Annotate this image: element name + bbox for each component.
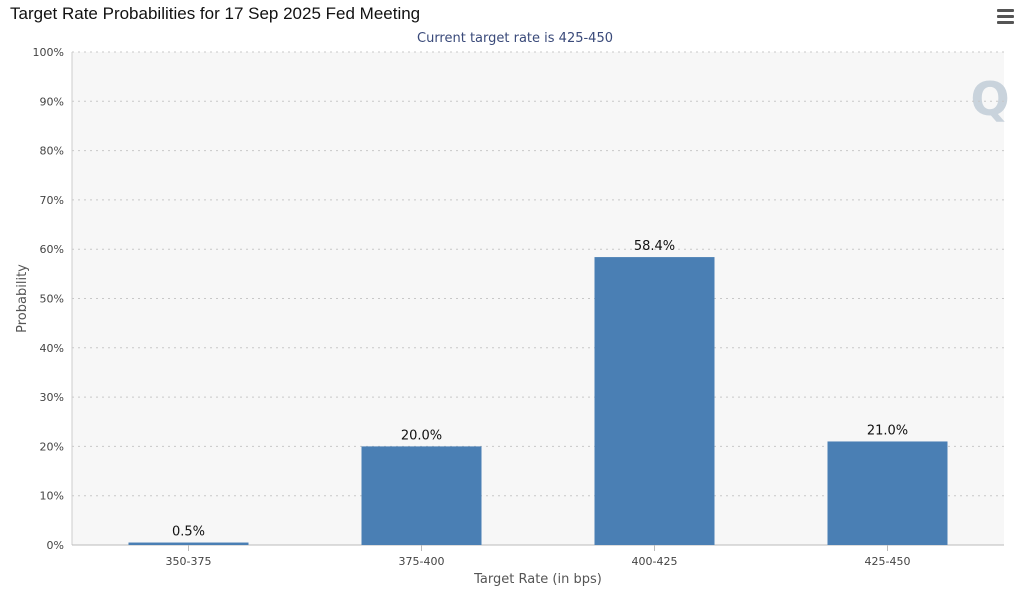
x-tick-label: 375-400 <box>399 555 445 568</box>
y-tick-label: 70% <box>40 194 64 207</box>
data-label: 0.5% <box>172 525 205 540</box>
y-axis-title: Probability <box>15 264 30 333</box>
y-tick-label: 30% <box>40 391 64 404</box>
y-tick-label: 0% <box>47 539 64 552</box>
watermark-logo: Q <box>970 72 1009 126</box>
y-tick-label: 10% <box>40 490 64 503</box>
data-label: 58.4% <box>634 239 675 254</box>
y-tick-label: 20% <box>40 440 64 453</box>
y-tick-label: 100% <box>33 46 64 59</box>
x-tick-label: 400-425 <box>632 555 678 568</box>
x-axis-title: Target Rate (in bps) <box>473 572 602 587</box>
y-tick-label: 50% <box>40 293 64 306</box>
chart-subtitle: Current target rate is 425-450 <box>417 31 613 46</box>
chart-title: Target Rate Probabilities for 17 Sep 202… <box>10 4 421 23</box>
x-tick-label: 425-450 <box>865 555 911 568</box>
data-label: 20.0% <box>401 428 442 443</box>
hamburger-menu-icon[interactable] <box>996 8 1016 26</box>
bar <box>361 446 482 545</box>
bar <box>594 257 715 545</box>
y-tick-label: 60% <box>40 243 64 256</box>
y-tick-label: 40% <box>40 342 64 355</box>
bar <box>128 542 249 545</box>
y-tick-label: 80% <box>40 145 64 158</box>
x-tick-label: 350-375 <box>166 555 212 568</box>
data-label: 21.0% <box>867 423 908 438</box>
y-tick-label: 90% <box>40 95 64 108</box>
bar <box>827 441 948 545</box>
